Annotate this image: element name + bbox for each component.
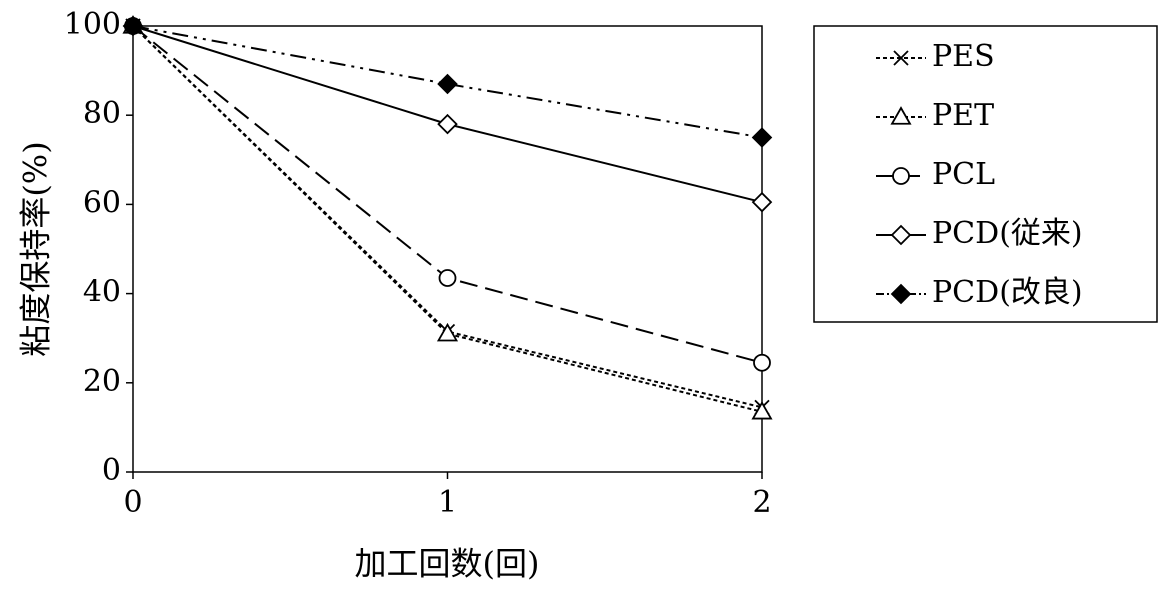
- plot-area: [132, 25, 763, 473]
- legend-item: PCL: [876, 157, 995, 192]
- legend-label: PET: [932, 98, 994, 133]
- y-tick-label: 20: [83, 364, 121, 399]
- series-line: [132, 25, 763, 409]
- legend-item: PCD(改良): [876, 275, 1083, 310]
- legend-marker: [893, 50, 909, 66]
- y-axis-title: 粘度保持率(%): [17, 141, 55, 356]
- data-point: [122, 15, 144, 37]
- legend-label: PCL: [932, 157, 995, 192]
- legend-label: PCD(改良): [932, 275, 1083, 310]
- legend-label: PES: [932, 39, 995, 74]
- legend-marker: [890, 224, 912, 246]
- data-point: [753, 353, 771, 372]
- y-tick-label: 40: [83, 275, 121, 310]
- data-point: [751, 400, 773, 420]
- data-point: [437, 113, 458, 135]
- data-point: [438, 269, 457, 287]
- legend-label: PCD(従来): [932, 216, 1083, 251]
- legend-marker: [892, 167, 910, 185]
- legend-item: PCD(従来): [876, 216, 1083, 251]
- legend-item: PET: [876, 98, 994, 133]
- series-line: [132, 25, 763, 139]
- x-tick-label: 1: [438, 485, 457, 520]
- legend-marker: [890, 106, 912, 125]
- series-PCD(改良): [122, 15, 773, 148]
- y-tick-label: 0: [102, 453, 121, 488]
- data-point: [751, 127, 773, 148]
- data-point: [751, 191, 773, 213]
- y-tick-label: 100: [64, 7, 121, 42]
- y-tick-label: 60: [83, 185, 121, 220]
- x-tick-label: 2: [752, 485, 771, 520]
- legend-item: PES: [876, 39, 995, 74]
- x-tick-label: 0: [123, 485, 142, 520]
- x-axis-title: 加工回数(回): [355, 545, 540, 583]
- legend-marker: [890, 283, 912, 305]
- y-tick-label: 80: [83, 96, 121, 131]
- legend-box: [813, 25, 1158, 323]
- data-point: [437, 73, 458, 95]
- data-point: [436, 322, 459, 342]
